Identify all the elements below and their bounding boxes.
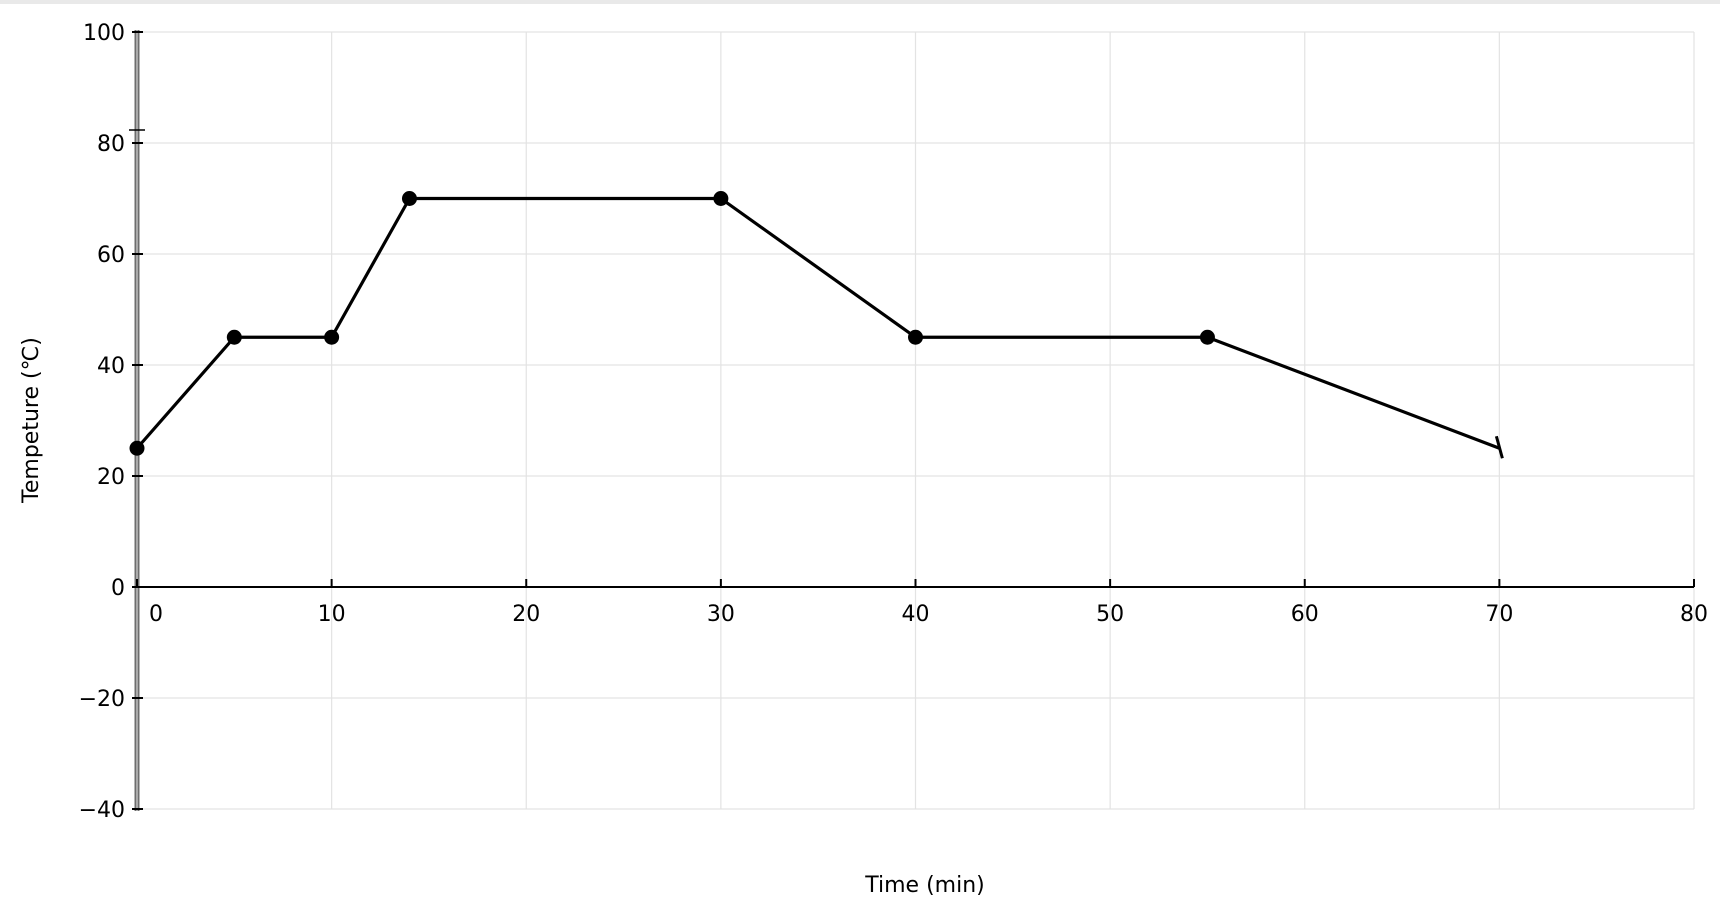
y-tick-label: 80 [97, 132, 125, 157]
x-tick-label: 20 [512, 602, 540, 627]
x-tick-label: 40 [902, 602, 930, 627]
top-border [0, 0, 1720, 4]
x-tick-label: 80 [1680, 602, 1708, 627]
y-tick-label: 100 [83, 21, 125, 46]
y-tick-label: 40 [97, 354, 125, 379]
y-tick-label: 0 [111, 576, 125, 601]
y-tick-label: −20 [79, 687, 125, 712]
x-tick-label: 30 [707, 602, 735, 627]
x-tick-label: 70 [1485, 602, 1513, 627]
data-point [713, 191, 729, 206]
x-axis-ticks: 0 10 20 30 40 50 60 70 80 [136, 579, 1708, 627]
series-line [135, 196, 1500, 450]
data-point [324, 329, 340, 345]
data-point [908, 329, 923, 345]
y-tick-label: 20 [97, 465, 125, 490]
y-axis-title: Tempeture (℃) [19, 337, 44, 504]
axes [129, 30, 1694, 811]
grid-lines [136, 31, 1695, 810]
y-axis-ticks: −40 −20 0 20 40 60 80 100 [79, 21, 143, 823]
x-tick-label: 0 [149, 602, 163, 627]
data-point [401, 191, 417, 206]
x-axis-title: Time (min) [864, 873, 985, 898]
y-tick-label: −40 [79, 798, 125, 823]
data-point [226, 329, 242, 345]
data-point [1199, 329, 1215, 345]
data-point [129, 440, 145, 456]
x-tick-label: 50 [1096, 602, 1124, 627]
x-tick-label: 10 [318, 602, 346, 627]
series-group [129, 191, 1504, 459]
y-tick-label: 60 [97, 243, 125, 268]
series-end-cap [1494, 435, 1504, 459]
x-tick-label: 60 [1291, 602, 1319, 627]
